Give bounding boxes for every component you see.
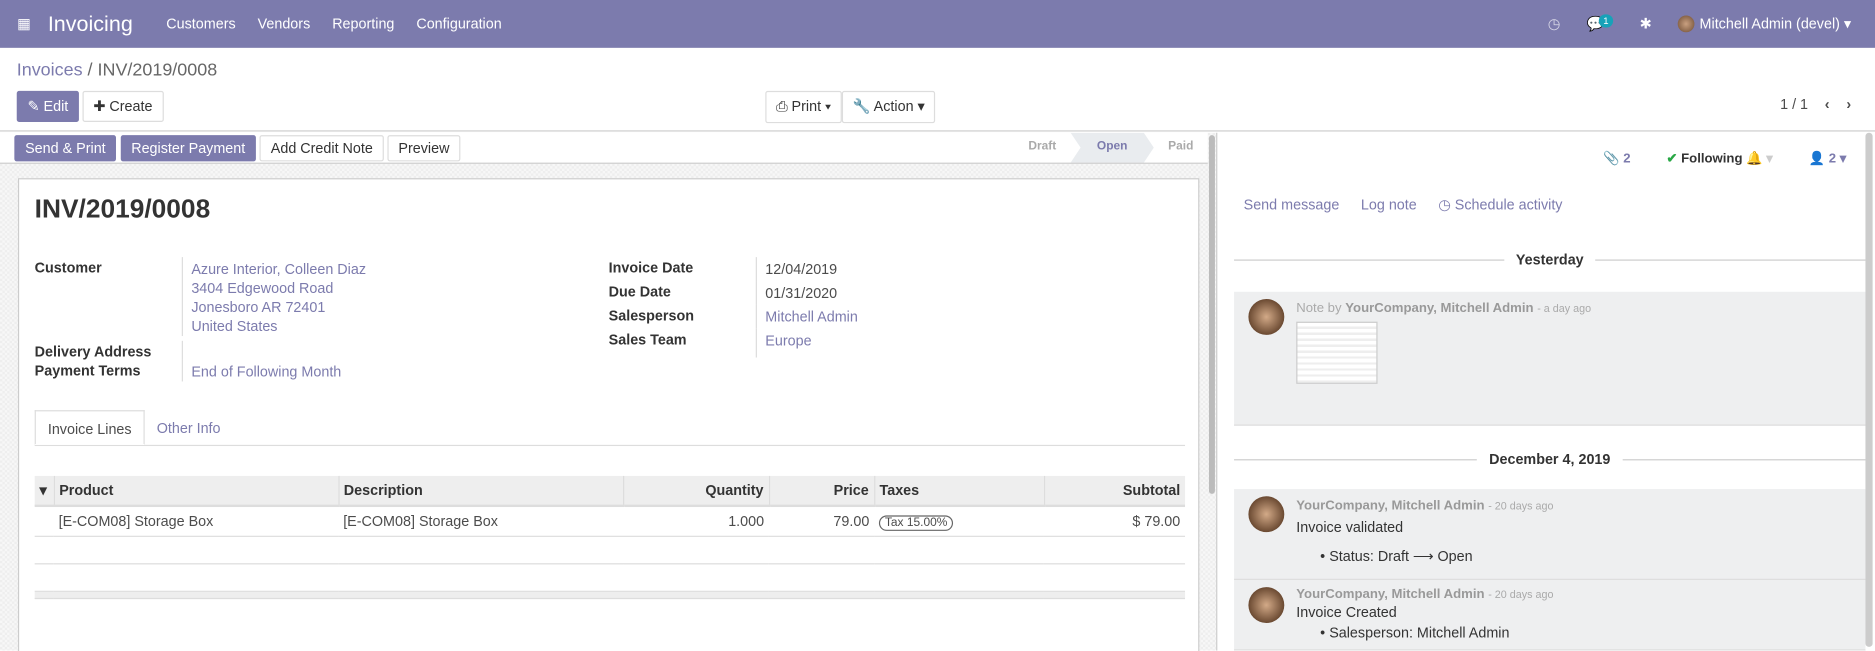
apps-menu-icon[interactable]: ▦: [17, 15, 31, 33]
message-author[interactable]: YourCompany, Mitchell Admin: [1296, 498, 1485, 513]
schedule-activity-button[interactable]: ◷ Schedule activity: [1438, 196, 1563, 213]
user-avatar: [1678, 16, 1695, 33]
empty-row: [34, 563, 1186, 592]
col-quantity[interactable]: Quantity: [622, 475, 769, 508]
line-quantity: 1.000: [623, 505, 769, 537]
user-name: Mitchell Admin (devel): [1699, 15, 1840, 32]
messages-icon[interactable]: 💬1: [1587, 14, 1614, 32]
following-button[interactable]: ✔ Following 🔔 ▾: [1666, 151, 1773, 167]
tax-badge: Tax 15.00%: [878, 515, 954, 531]
activity-clock-icon[interactable]: ◷: [1547, 15, 1561, 33]
message-author[interactable]: YourCompany, Mitchell Admin: [1296, 587, 1485, 602]
author-avatar: [1248, 298, 1285, 335]
breadcrumb-invoices[interactable]: Invoices: [16, 59, 83, 81]
print-button[interactable]: ⎙ Print ▾: [765, 90, 842, 124]
pager-next-icon[interactable]: ›: [1846, 95, 1852, 113]
menu-customers[interactable]: Customers: [166, 15, 236, 33]
stage-paid: Paid: [1168, 139, 1194, 154]
stage-open: Open: [1070, 132, 1154, 163]
salesperson[interactable]: Mitchell Admin: [765, 308, 858, 326]
message-note: Note by YourCompany, Mitchell Admin - a …: [1234, 291, 1866, 426]
col-subtotal[interactable]: Subtotal: [1043, 475, 1186, 508]
create-button[interactable]: ✚ Create: [82, 90, 164, 122]
delivery-address-label: Delivery Address: [35, 340, 183, 360]
col-product[interactable]: Product: [53, 475, 339, 508]
menu-vendors[interactable]: Vendors: [257, 15, 311, 33]
date-separator: December 4, 2019: [1234, 450, 1866, 468]
tab-other-info[interactable]: Other Info: [156, 419, 221, 437]
line-product: [E-COM08] Storage Box: [53, 505, 339, 537]
control-panel: Invoices / INV/2019/0008 ✎ Edit ✚ Create…: [0, 48, 1875, 132]
statusbar: Send & Print Register Payment Add Credit…: [0, 132, 1208, 164]
salesperson-label: Salesperson: [609, 304, 757, 329]
followers-button[interactable]: 👤 2 ▾: [1808, 151, 1847, 167]
col-taxes[interactable]: Taxes: [873, 475, 1044, 508]
menu-configuration[interactable]: Configuration: [416, 15, 502, 33]
notebook-tabs: Invoice Lines Other Info: [34, 410, 1186, 447]
send-print-button[interactable]: Send & Print: [14, 135, 117, 162]
message-body: Invoice Created: [1296, 603, 1397, 621]
log-note-button[interactable]: Log note: [1360, 196, 1417, 213]
send-message-button[interactable]: Send message: [1243, 196, 1340, 213]
invoice-date-label: Invoice Date: [609, 257, 757, 282]
tracking-value: • Status: Draft ⟶ Open: [1320, 547, 1473, 565]
invoice-sheet: INV/2019/0008 Customer Azure Interior, C…: [17, 178, 1200, 651]
pager-value: 1 / 1: [1780, 95, 1809, 113]
breadcrumb: Invoices / INV/2019/0008: [16, 59, 218, 81]
due-date: 01/31/2020: [765, 284, 838, 302]
register-payment-button[interactable]: Register Payment: [120, 135, 257, 162]
col-description[interactable]: Description: [337, 475, 624, 508]
customer-group: Customer Azure Interior, Colleen Diaz 340…: [35, 257, 367, 382]
messages-badge: 1: [1598, 14, 1614, 28]
invoice-number: INV/2019/0008: [34, 193, 211, 224]
empty-row: [34, 591, 1186, 600]
attachments-button[interactable]: 📎 2: [1603, 151, 1631, 167]
status-pipeline: Draft Open Paid: [1014, 132, 1208, 163]
add-credit-note-button[interactable]: Add Credit Note: [260, 135, 384, 162]
sales-team-label: Sales Team: [609, 328, 757, 358]
attachment-thumbnail[interactable]: [1296, 321, 1378, 384]
line-subtotal: $ 79.00: [1043, 505, 1186, 537]
tab-invoice-lines[interactable]: Invoice Lines: [34, 410, 145, 445]
preview-button[interactable]: Preview: [387, 135, 461, 162]
user-menu[interactable]: Mitchell Admin (devel) ▾: [1678, 15, 1851, 33]
line-price: 79.00: [768, 505, 875, 537]
customer-address[interactable]: Azure Interior, Colleen Diaz 3404 Edgewoo…: [191, 260, 367, 335]
pager: 1 / 1 ‹ ›: [1780, 96, 1851, 113]
form-view: Send & Print Register Payment Add Credit…: [0, 132, 1218, 651]
author-avatar: [1248, 496, 1285, 533]
payment-terms[interactable]: End of Following Month: [191, 363, 342, 381]
edit-button[interactable]: ✎ Edit: [16, 90, 80, 122]
message-validated: YourCompany, Mitchell Admin - 20 days ag…: [1234, 489, 1866, 580]
invoice-info-group: Invoice Date 12/04/2019 Due Date 01/31/202…: [609, 257, 858, 358]
col-price[interactable]: Price: [768, 475, 875, 508]
message-author[interactable]: YourCompany, Mitchell Admin: [1345, 301, 1534, 316]
chatter: 📎 2 ✔ Following 🔔 ▾ 👤 2 ▾ Send message L…: [1220, 133, 1866, 651]
sales-team[interactable]: Europe: [765, 332, 812, 350]
due-date-label: Due Date: [609, 281, 757, 305]
top-navbar: ▦ Invoicing Customers Vendors Reporting …: [0, 0, 1875, 48]
action-button[interactable]: 🔧 Action ▾: [841, 90, 936, 124]
empty-row: [34, 536, 1186, 565]
date-separator: Yesterday: [1234, 251, 1866, 268]
debug-bug-icon[interactable]: ✱: [1639, 15, 1652, 33]
form-scrollbar[interactable]: [1208, 135, 1215, 494]
message-created: YourCompany, Mitchell Admin - 20 days ag…: [1234, 579, 1866, 651]
stage-draft: Draft: [1028, 139, 1057, 154]
table-row[interactable]: [E-COM08] Storage Box [E-COM08] Storage …: [34, 505, 1186, 537]
menu-reporting[interactable]: Reporting: [332, 15, 395, 33]
payment-terms-label: Payment Terms: [35, 359, 183, 382]
sort-caret-icon[interactable]: ▾: [34, 475, 54, 508]
customer-label: Customer: [35, 257, 183, 337]
message-body: Invoice validated: [1296, 518, 1404, 536]
line-description: [E-COM08] Storage Box: [338, 505, 624, 537]
invoice-lines-table: ▾ Product Description Quantity Price Tax…: [34, 475, 1186, 600]
breadcrumb-current: INV/2019/0008: [97, 59, 218, 81]
pager-previous-icon[interactable]: ‹: [1824, 95, 1830, 113]
app-title[interactable]: Invoicing: [47, 11, 133, 36]
chatter-scrollbar[interactable]: [1865, 132, 1873, 647]
author-avatar: [1248, 587, 1285, 624]
tracking-value: • Salesperson: Mitchell Admin: [1320, 624, 1510, 641]
invoice-date: 12/04/2019: [765, 260, 838, 278]
